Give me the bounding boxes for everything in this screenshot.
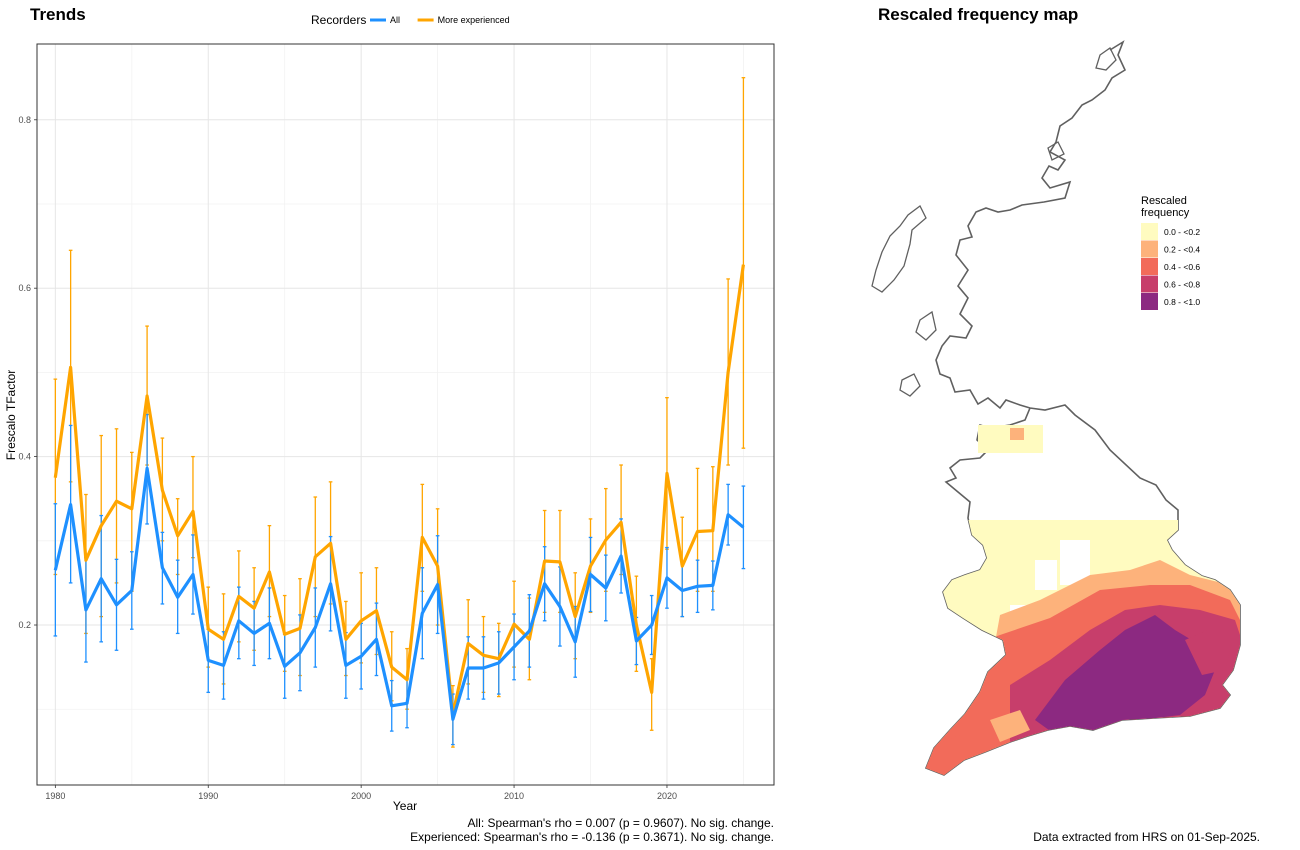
map-legend-label: 0.6 - <0.8 [1164,280,1200,290]
island-outline [871,205,927,293]
plot-panel [36,43,775,786]
x-tick-label: 1990 [198,791,218,801]
map-legend-label: 0.2 - <0.4 [1164,245,1200,255]
map-legend-swatch [1141,258,1158,275]
map-legend-swatch [1141,293,1158,310]
map-legend-swatch [1141,223,1158,240]
y-tick-label: 0.6 [18,283,31,293]
y-tick-label: 0.8 [18,115,31,125]
x-tick-label: 2000 [351,791,371,801]
chart-legend: Recorders All More experienced [311,13,510,27]
island-outline [915,310,937,341]
map-legend-label: 0.8 - <1.0 [1164,297,1200,307]
scotland-patch [1010,428,1024,440]
x-axis-label: Year [393,799,417,813]
all-stat-text: All: Spearman's rho = 0.007 (p = 0.9607)… [467,816,774,830]
series-line-more-experienced [53,264,745,716]
source-text: Data extracted from HRS on 01-Sep-2025. [1033,830,1260,844]
trends-title: Trends [30,5,86,24]
map-legend-title: Rescaled [1141,195,1187,207]
island-outline [899,373,921,397]
y-axis-label: Frescalo TFactor [4,370,18,460]
legend-label: All [390,15,400,25]
frequency-map [871,40,1241,776]
series-line-all [53,466,745,721]
x-tick-label: 2020 [657,791,677,801]
frequency-fill [926,520,1240,775]
map-legend-title: frequency [1141,207,1190,219]
map-legend: Rescaled frequency 0.0 - <0.2 0.2 - <0.4 0… [1141,195,1200,310]
trend-chart: Recorders All More experienced 0.2 0.4 0.6 0… [4,13,775,813]
map-title: Rescaled frequency map [878,5,1079,24]
legend-title: Recorders [311,13,366,27]
x-tick-label: 1980 [45,791,65,801]
x-tick-label: 2010 [504,791,524,801]
y-tick-label: 0.2 [18,620,31,630]
island-outline [1095,47,1117,71]
map-legend-label: 0.4 - <0.6 [1164,262,1200,272]
experienced-stat-text: Experienced: Spearman's rho = -0.136 (p … [410,830,774,844]
island-outline [1047,141,1065,161]
map-legend-swatch [1141,240,1158,258]
y-tick-label: 0.4 [18,452,31,462]
map-legend-swatch [1141,275,1158,293]
legend-label: More experienced [438,15,510,25]
map-legend-label: 0.0 - <0.2 [1164,227,1200,237]
